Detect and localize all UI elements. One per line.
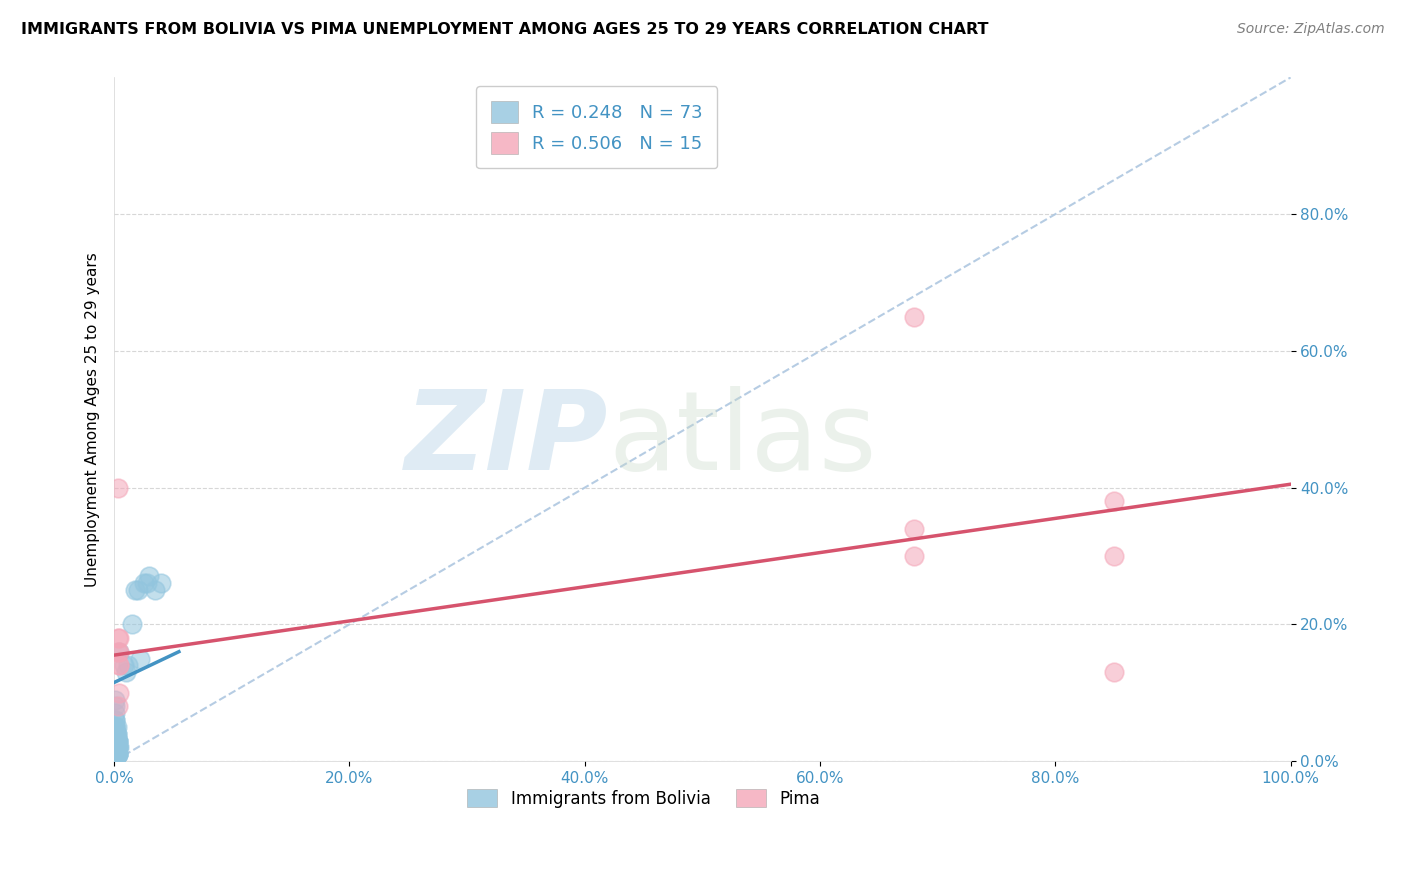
Point [129,651,152,665]
Point [108,645,131,659]
Point [150,576,173,591]
Point [136,576,159,591]
Point [107,747,129,762]
Point [104,692,127,706]
Point [104,740,127,755]
Point [105,747,128,762]
Point [105,733,128,747]
Point [903,310,925,324]
Point [108,740,131,755]
Point [104,727,127,741]
Point [104,733,127,747]
Point [107,699,129,714]
Point [105,747,128,762]
Point [104,720,127,734]
Point [104,713,127,727]
Point [105,747,128,762]
Point [104,720,127,734]
Point [105,740,128,755]
Point [105,727,128,741]
Point [105,727,128,741]
Point [107,733,129,747]
Point [112,658,135,673]
Point [107,733,129,747]
Point [104,727,127,741]
Point [105,740,128,755]
Point [1102,665,1125,680]
Point [105,740,128,755]
Point [104,740,127,755]
Point [127,583,149,598]
Point [105,747,128,762]
Point [104,740,127,755]
Point [105,733,128,747]
Point [104,720,127,734]
Point [105,740,128,755]
Point [104,713,127,727]
Point [1102,549,1125,563]
Point [132,576,155,591]
Point [104,747,127,762]
Point [104,733,127,747]
Point [107,747,129,762]
Point [107,645,129,659]
Point [115,665,138,680]
Point [108,631,131,645]
Y-axis label: Unemployment Among Ages 25 to 29 years: Unemployment Among Ages 25 to 29 years [86,252,100,587]
Point [121,617,143,632]
Point [105,747,128,762]
Point [104,747,127,762]
Point [1102,494,1125,508]
Point [104,699,127,714]
Text: Source: ZipAtlas.com: Source: ZipAtlas.com [1237,22,1385,37]
Point [105,740,128,755]
Point [107,747,129,762]
Point [107,747,129,762]
Point [105,740,128,755]
Point [105,733,128,747]
Point [105,740,128,755]
Point [104,733,127,747]
Point [104,733,127,747]
Point [105,747,128,762]
Text: atlas: atlas [609,386,877,493]
Point [104,727,127,741]
Point [108,658,131,673]
Point [903,522,925,536]
Point [104,733,127,747]
Point [104,727,127,741]
Point [105,720,128,734]
Point [104,747,127,762]
Point [145,583,167,598]
Point [107,740,129,755]
Point [105,740,128,755]
Point [138,569,160,583]
Point [104,706,127,721]
Text: ZIP: ZIP [405,386,609,493]
Point [105,733,128,747]
Point [108,686,131,700]
Point [105,740,128,755]
Point [117,658,139,673]
Point [105,740,128,755]
Point [107,631,129,645]
Point [104,740,127,755]
Point [108,645,131,659]
Text: IMMIGRANTS FROM BOLIVIA VS PIMA UNEMPLOYMENT AMONG AGES 25 TO 29 YEARS CORRELATI: IMMIGRANTS FROM BOLIVIA VS PIMA UNEMPLOY… [21,22,988,37]
Point [107,740,129,755]
Point [105,733,128,747]
Point [107,481,129,495]
Point [124,583,146,598]
Point [107,733,129,747]
Point [108,658,131,673]
Point [903,549,925,563]
Point [107,740,129,755]
Point [105,747,128,762]
Legend: Immigrants from Bolivia, Pima: Immigrants from Bolivia, Pima [461,783,827,814]
